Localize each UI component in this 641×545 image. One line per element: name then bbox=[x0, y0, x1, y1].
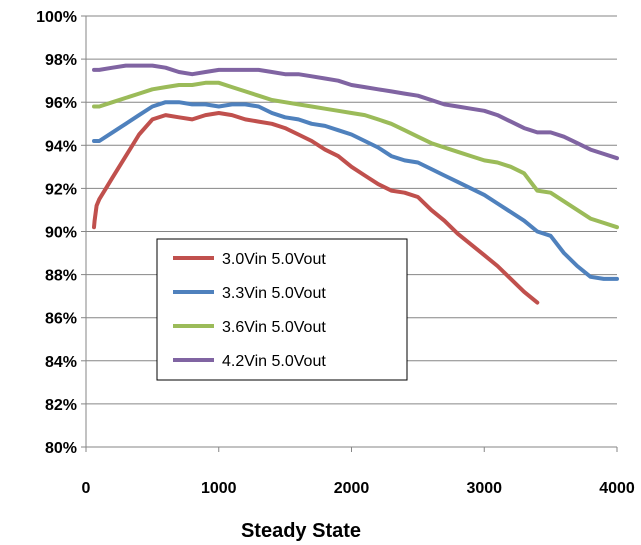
y-tick-label: 100% bbox=[36, 9, 77, 26]
y-tick-label: 82% bbox=[45, 397, 77, 414]
x-tick-label: 3000 bbox=[466, 480, 502, 497]
y-tick-label: 92% bbox=[45, 181, 77, 198]
y-tick-label: 88% bbox=[45, 268, 77, 285]
axes bbox=[81, 16, 617, 452]
y-tick-label: 80% bbox=[45, 440, 77, 457]
y-axis-ticks: 80% 82% 84% 86% 88% 90% 92% 94% 96% 98% 100% bbox=[36, 9, 77, 457]
legend-label: 3.0Vin 5.0Vout bbox=[222, 251, 326, 268]
x-axis-ticks: 0 1000 2000 3000 4000 bbox=[82, 480, 635, 497]
x-tick-label: 4000 bbox=[599, 480, 635, 497]
y-tick-label: 84% bbox=[45, 354, 77, 371]
x-tick-label: 2000 bbox=[334, 480, 370, 497]
y-tick-label: 94% bbox=[45, 138, 77, 155]
y-tick-label: 96% bbox=[45, 95, 77, 112]
x-tick-label: 1000 bbox=[201, 480, 237, 497]
series-line-3 bbox=[94, 83, 617, 227]
x-tick-label: 0 bbox=[82, 480, 91, 497]
legend-label: 3.3Vin 5.0Vout bbox=[222, 285, 326, 302]
y-tick-label: 86% bbox=[45, 311, 77, 328]
x-axis-title: Steady State bbox=[241, 520, 361, 542]
legend-label: 3.6Vin 5.0Vout bbox=[222, 319, 326, 336]
y-tick-label: 98% bbox=[45, 52, 77, 69]
legend: 3.0Vin 5.0Vout 3.3Vin 5.0Vout 3.6Vin 5.0Vo… bbox=[157, 239, 407, 380]
legend-label: 4.2Vin 5.0Vout bbox=[222, 353, 326, 370]
y-tick-label: 90% bbox=[45, 225, 77, 242]
